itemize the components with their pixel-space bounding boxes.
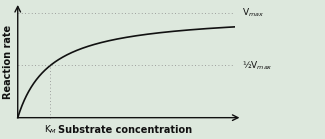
Text: ½V$_{max}$: ½V$_{max}$ [242, 59, 273, 72]
Text: K$_{M}$: K$_{M}$ [44, 124, 57, 136]
X-axis label: Substrate concentration: Substrate concentration [58, 125, 192, 135]
Y-axis label: Reaction rate: Reaction rate [3, 25, 13, 99]
Text: V$_{max}$: V$_{max}$ [242, 7, 264, 19]
